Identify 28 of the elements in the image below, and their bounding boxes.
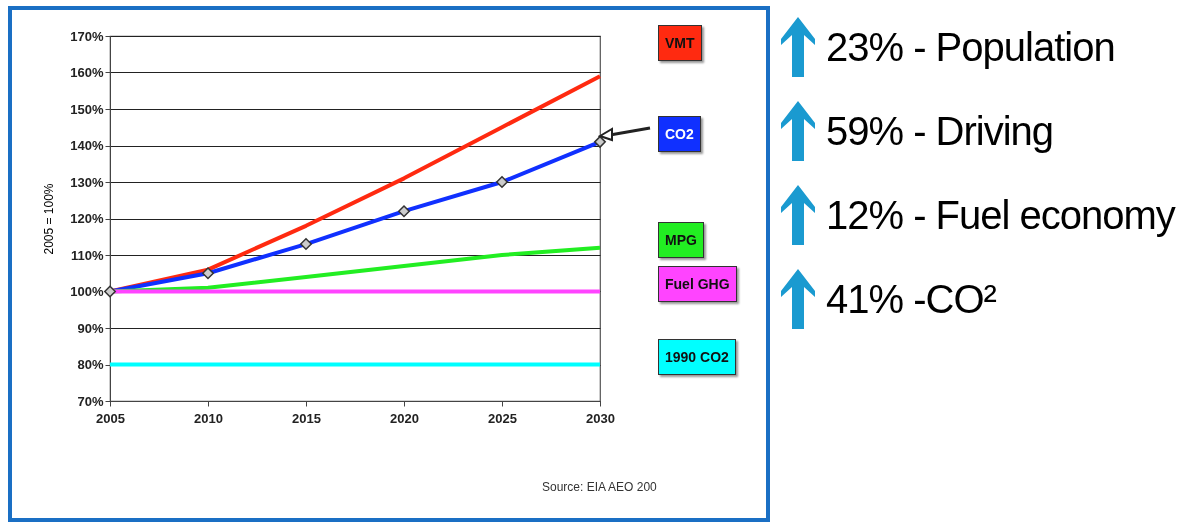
text: Fuel GHG [658,265,737,302]
text: 12% - Fuel economy [826,192,1175,238]
x-tick-label: 2030 [586,410,615,426]
y-tick-label: 80% [77,357,104,372]
y-tick-label: 110% [70,247,104,263]
y-axis-title: 2005 = 100% [42,183,57,255]
y-tick-label: 70% [77,393,104,409]
y-tick-label: 160% [70,65,104,80]
text: 23% - Population [826,24,1115,70]
y-tick-label: 90% [77,320,104,336]
text: MPG [658,221,704,258]
y-tick-label: 100% [70,284,104,299]
y-tick-label: 140% [70,138,104,153]
x-tick-label: 2005 [96,410,125,426]
text: VMT [658,25,702,62]
text: 1990 CO2 [658,338,736,375]
x-tick-label: 2020 [390,410,419,426]
y-tick-label: 150% [70,101,104,117]
y-tick-label: 120% [70,211,104,226]
x-tick-label: 2015 [292,410,321,426]
y-tick-label: 130% [70,174,104,190]
source-note: Source: EIA AEO 200 [542,480,657,494]
x-tick-label: 2010 [194,410,223,426]
y-tick-label: 170% [70,28,104,44]
text: 59% - Driving [826,108,1054,154]
text: 41% -CO² [826,276,996,322]
text: CO2 [658,115,701,152]
x-tick-label: 2025 [488,410,517,426]
